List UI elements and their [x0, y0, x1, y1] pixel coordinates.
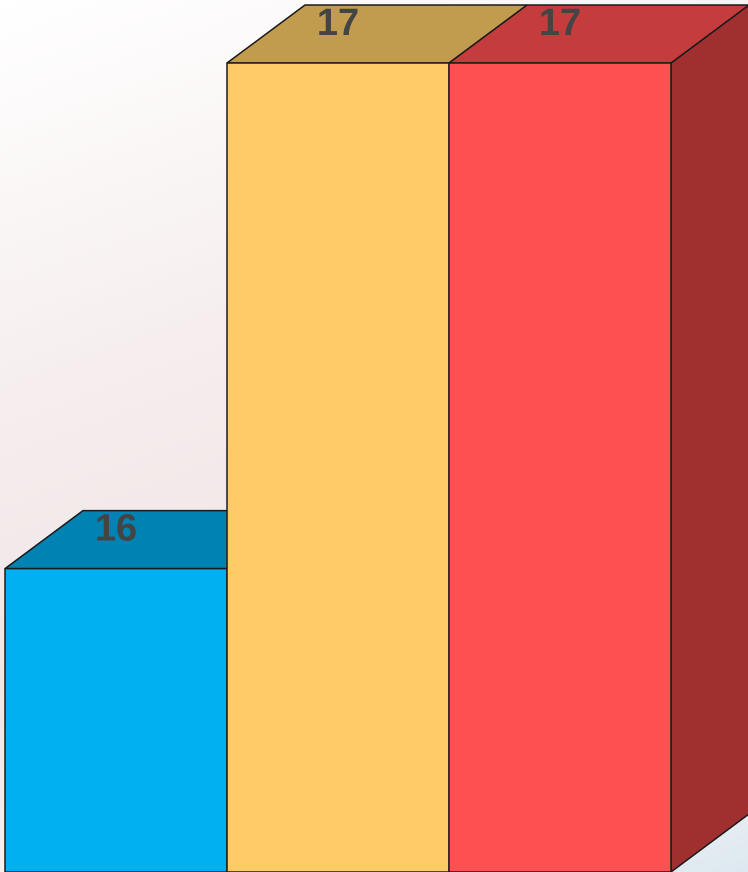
bar [226, 62, 450, 872]
bar [448, 62, 672, 872]
data-label: 16 [95, 508, 137, 550]
data-label: 17 [317, 2, 359, 44]
bar-side [670, 4, 748, 872]
bar [4, 567, 228, 872]
data-label: 17 [539, 2, 581, 44]
